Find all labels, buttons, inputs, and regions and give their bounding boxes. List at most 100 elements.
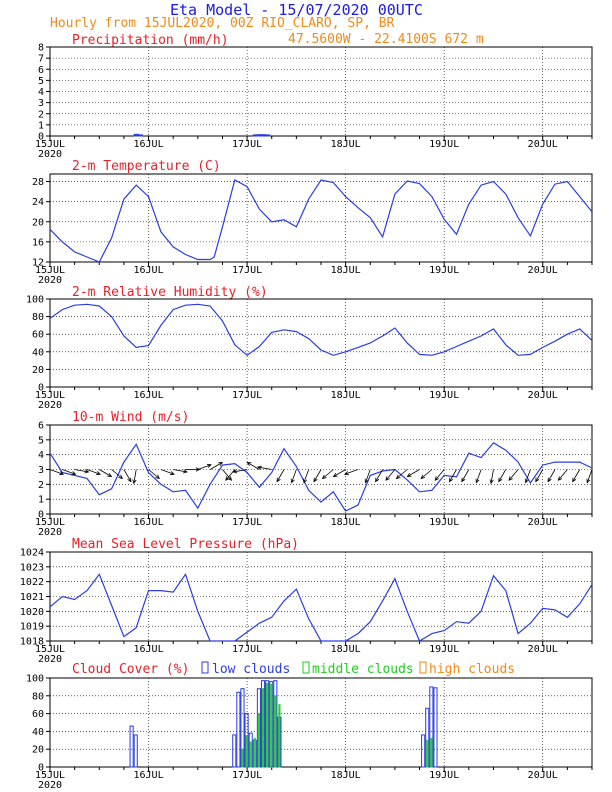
wind-arrow-head [225, 476, 230, 481]
clouds-bar-middle [270, 683, 273, 768]
wind-arrow-head [257, 465, 262, 470]
wind-arrow-head [475, 478, 480, 484]
clouds-xtick-label: 17JUL [232, 770, 262, 781]
wind-ytick-label: 4 [38, 450, 44, 461]
temp-xtick-label: 20JUL [528, 265, 558, 276]
wind-arrow-head [524, 478, 529, 484]
precip-xtick-label: 16JUL [133, 139, 163, 150]
mslp-xtick-label: 15JUL [35, 644, 65, 655]
mslp-ytick-label: 1024 [20, 548, 44, 559]
wind-ytick-label: 6 [38, 421, 44, 432]
clouds-ytick-label: 40 [32, 727, 44, 738]
wind-arrow [209, 462, 223, 470]
wind-arrow-head [218, 462, 224, 467]
legend-middle-swatch [302, 661, 310, 674]
precip-xtick-label: 17JUL [232, 139, 262, 150]
mslp-xtick-label: 16JUL [133, 644, 163, 655]
wind-year-label: 2020 [38, 527, 62, 538]
wind-arrow-head [195, 467, 201, 472]
wind-arrow-head [489, 479, 494, 485]
wind-arrow [197, 464, 212, 470]
wind-arrow-head [206, 463, 212, 468]
wind-arrow [407, 469, 420, 477]
precip-xtick-label: 20JUL [528, 139, 558, 150]
rh-ytick-label: 100 [26, 295, 44, 306]
wind-arrow [111, 469, 123, 479]
wind-arrow-head [461, 477, 466, 483]
precip-ytick-label: 8 [38, 43, 44, 54]
wind-arrow-head [547, 477, 552, 483]
wind-ytick-label: 1 [38, 495, 44, 506]
temp-xtick-label: 16JUL [133, 265, 163, 276]
mslp-ytick-label: 1018 [20, 637, 44, 648]
clouds-ytick-label: 60 [32, 709, 44, 720]
mslp-xtick-label: 17JUL [232, 644, 262, 655]
wind-arrow-head [406, 472, 412, 477]
mslp-ytick-label: 1022 [20, 577, 44, 588]
temp-panel: 12 16 20 24 28 15JUL2020 16JUL 17JUL 18JUL 19JUL 2… [32, 173, 593, 286]
wind-arrow-head [155, 474, 160, 480]
clouds-year-label: 2020 [38, 780, 62, 791]
temp-ytick-label: 24 [32, 197, 44, 208]
clouds-bar-low [129, 725, 134, 768]
wind-arrow-head [395, 474, 401, 480]
mslp-xtick-label: 19JUL [429, 644, 459, 655]
temp-series-line [49, 179, 593, 263]
wind-arrow [333, 469, 346, 477]
precip-ytick-label: 4 [38, 87, 44, 98]
wind-xtick-label: 17JUL [232, 517, 262, 528]
precip-panel-title: Precipitation (mm/h) [72, 33, 229, 48]
wind-xtick-label: 20JUL [528, 517, 558, 528]
wind-arrow [86, 469, 101, 475]
wind-arrow-head [84, 469, 90, 474]
clouds-bar-middle [278, 704, 281, 768]
wind-arrow [375, 469, 383, 482]
wind-arrow [303, 469, 310, 483]
clouds-bar-middle [245, 735, 248, 768]
clouds-bar-middle [257, 713, 260, 768]
clouds-bar-low [133, 734, 138, 768]
wind-arrow-head [498, 477, 503, 483]
wind-arrow [148, 469, 160, 479]
wind-arrow [344, 469, 359, 475]
clouds-bar-middle [241, 748, 244, 768]
mslp-panel-title: Mean Sea Level Pressure (hPa) [72, 537, 299, 552]
wind-arrow [233, 469, 248, 473]
mslp-panel: 1018 1019 1020 1021 1022 1023 1024 15JUL2020 16J… [20, 548, 593, 665]
wind-arrow [222, 469, 232, 481]
header-location: Hourly from 15JUL2020, 00Z RIO_CLARO, SP… [50, 16, 395, 31]
wind-xtick-label: 16JUL [133, 517, 163, 528]
wind-arrow [133, 469, 137, 484]
wind-arrow [396, 469, 408, 479]
wind-arrow-head [107, 472, 113, 477]
wind-arrow [434, 469, 445, 481]
wind-arrow-head [71, 471, 77, 476]
precip-ytick-label: 5 [38, 76, 44, 87]
wind-arrow-head [59, 471, 65, 476]
cloud-legend: low clouds middle clouds high clouds [201, 661, 515, 677]
wind-ytick-label: 2 [38, 480, 44, 491]
mslp-year-label: 2020 [38, 654, 62, 665]
precip-ytick-label: 6 [38, 65, 44, 76]
clouds-bar-low [433, 687, 438, 768]
clouds-xtick-label: 16JUL [133, 770, 163, 781]
wind-arrow-head [246, 462, 252, 467]
wind-arrow [276, 469, 285, 482]
wind-arrow-head [420, 474, 426, 480]
wind-ytick-label: 3 [38, 465, 44, 476]
rh-xtick-label: 15JUL [35, 390, 65, 401]
wind-arrow-head [321, 474, 327, 480]
wind-arrow [257, 466, 272, 470]
precip-bar [252, 134, 258, 137]
wind-arrow [547, 469, 556, 482]
clouds-ytick-label: 0 [38, 763, 44, 774]
clouds-bar-low [232, 734, 237, 768]
wind-arrow-head [132, 479, 137, 485]
wind-arrow [586, 469, 593, 483]
wind-xtick-label: 15JUL [35, 517, 65, 528]
wind-arrow [449, 469, 457, 482]
wind-arrow [173, 469, 188, 473]
clouds-bar-middle [253, 738, 256, 768]
mslp-ytick-label: 1019 [20, 622, 44, 633]
